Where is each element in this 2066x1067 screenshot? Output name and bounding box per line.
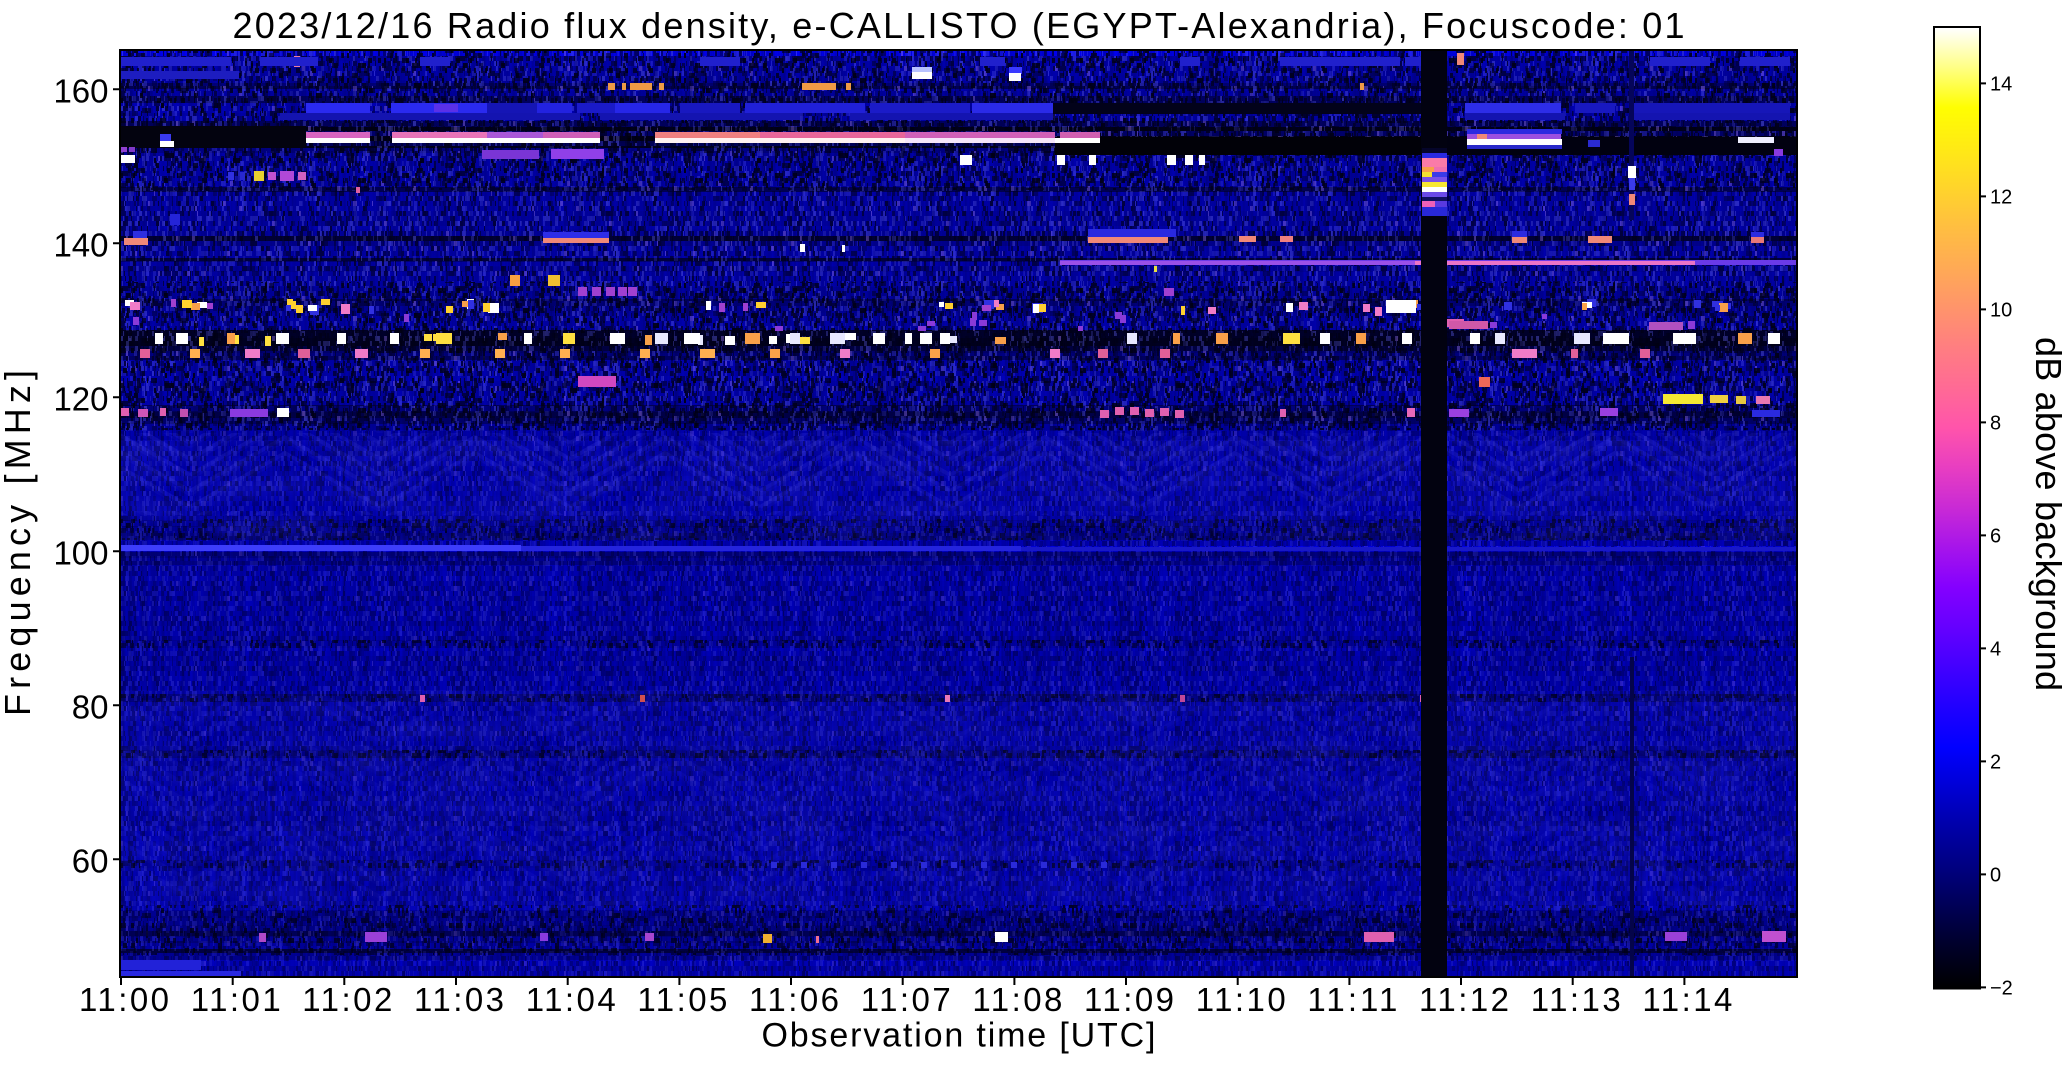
svg-text:11:02: 11:02 (302, 981, 392, 1018)
svg-text:11:03: 11:03 (414, 981, 504, 1018)
svg-text:8: 8 (1990, 413, 2001, 435)
svg-text:80: 80 (72, 688, 109, 725)
svg-text:2023/12/16 Radio flux density: 2023/12/16 Radio flux density, e-CALLIST… (233, 5, 1685, 46)
svg-text:100: 100 (53, 534, 108, 571)
svg-text:11:14: 11:14 (1642, 981, 1732, 1018)
svg-text:60: 60 (72, 842, 109, 879)
svg-text:14: 14 (1990, 74, 2012, 96)
svg-text:11:09: 11:09 (1084, 981, 1174, 1018)
svg-text:140: 140 (53, 226, 108, 263)
svg-text:−2: −2 (1990, 978, 2013, 1000)
svg-text:160: 160 (53, 72, 108, 109)
svg-text:11:00: 11:00 (79, 981, 169, 1018)
svg-text:6: 6 (1990, 526, 2001, 548)
svg-text:11:01: 11:01 (191, 981, 281, 1018)
svg-text:11:04: 11:04 (526, 981, 616, 1018)
svg-text:11:05: 11:05 (637, 981, 727, 1018)
svg-text:11:11: 11:11 (1307, 981, 1397, 1018)
svg-text:dB above background: dB above background (2028, 337, 2066, 691)
svg-text:11:06: 11:06 (749, 981, 839, 1018)
svg-text:0: 0 (1990, 865, 2001, 887)
svg-text:2: 2 (1990, 752, 2001, 774)
svg-text:120: 120 (53, 380, 108, 417)
svg-text:11:12: 11:12 (1419, 981, 1509, 1018)
svg-text:11:08: 11:08 (972, 981, 1062, 1018)
svg-text:4: 4 (1990, 639, 2001, 661)
svg-text:11:10: 11:10 (1196, 981, 1286, 1018)
svg-text:Frequency [MHz]: Frequency [MHz] (0, 370, 38, 716)
svg-text:11:13: 11:13 (1531, 981, 1621, 1018)
svg-text:Observation time [UTC]: Observation time [UTC] (762, 1017, 1156, 1055)
svg-text:11:07: 11:07 (861, 981, 951, 1018)
svg-text:10: 10 (1990, 300, 2012, 322)
svg-text:12: 12 (1990, 187, 2012, 209)
